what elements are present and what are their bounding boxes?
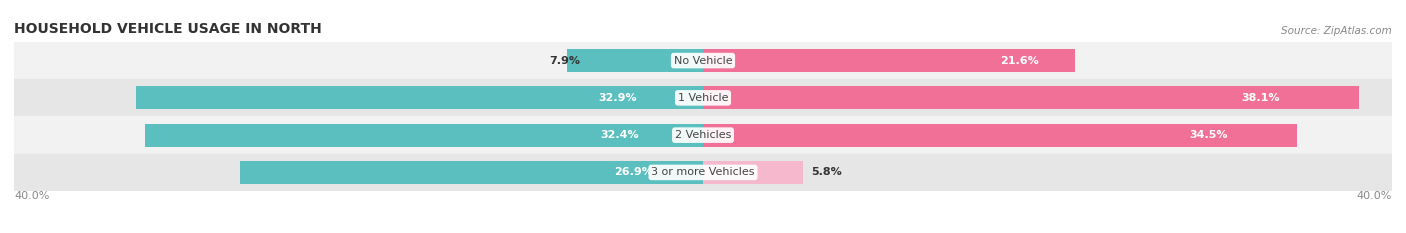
- Bar: [14, 116, 1392, 154]
- Bar: [145, 123, 703, 147]
- Text: 3 or more Vehicles: 3 or more Vehicles: [651, 168, 755, 177]
- Bar: [703, 86, 1360, 110]
- Text: 26.9%: 26.9%: [614, 168, 652, 177]
- Bar: [703, 49, 1076, 72]
- Bar: [14, 154, 1392, 191]
- Text: 21.6%: 21.6%: [1000, 56, 1039, 65]
- Bar: [14, 42, 1392, 79]
- Text: 2 Vehicles: 2 Vehicles: [675, 130, 731, 140]
- Text: 34.5%: 34.5%: [1189, 130, 1227, 140]
- Bar: [14, 79, 1392, 116]
- Text: HOUSEHOLD VEHICLE USAGE IN NORTH: HOUSEHOLD VEHICLE USAGE IN NORTH: [14, 22, 322, 36]
- Text: No Vehicle: No Vehicle: [673, 56, 733, 65]
- Bar: [136, 86, 703, 110]
- Bar: [703, 123, 1298, 147]
- Text: 38.1%: 38.1%: [1241, 93, 1279, 103]
- Text: 1 Vehicle: 1 Vehicle: [678, 93, 728, 103]
- Bar: [567, 49, 703, 72]
- Bar: [703, 161, 803, 184]
- Text: 5.8%: 5.8%: [811, 168, 842, 177]
- Bar: [239, 161, 703, 184]
- Text: 7.9%: 7.9%: [550, 56, 581, 65]
- Text: 40.0%: 40.0%: [14, 191, 49, 201]
- Text: 40.0%: 40.0%: [1357, 191, 1392, 201]
- Text: Source: ZipAtlas.com: Source: ZipAtlas.com: [1281, 26, 1392, 36]
- Text: 32.9%: 32.9%: [599, 93, 637, 103]
- Text: 32.4%: 32.4%: [600, 130, 638, 140]
